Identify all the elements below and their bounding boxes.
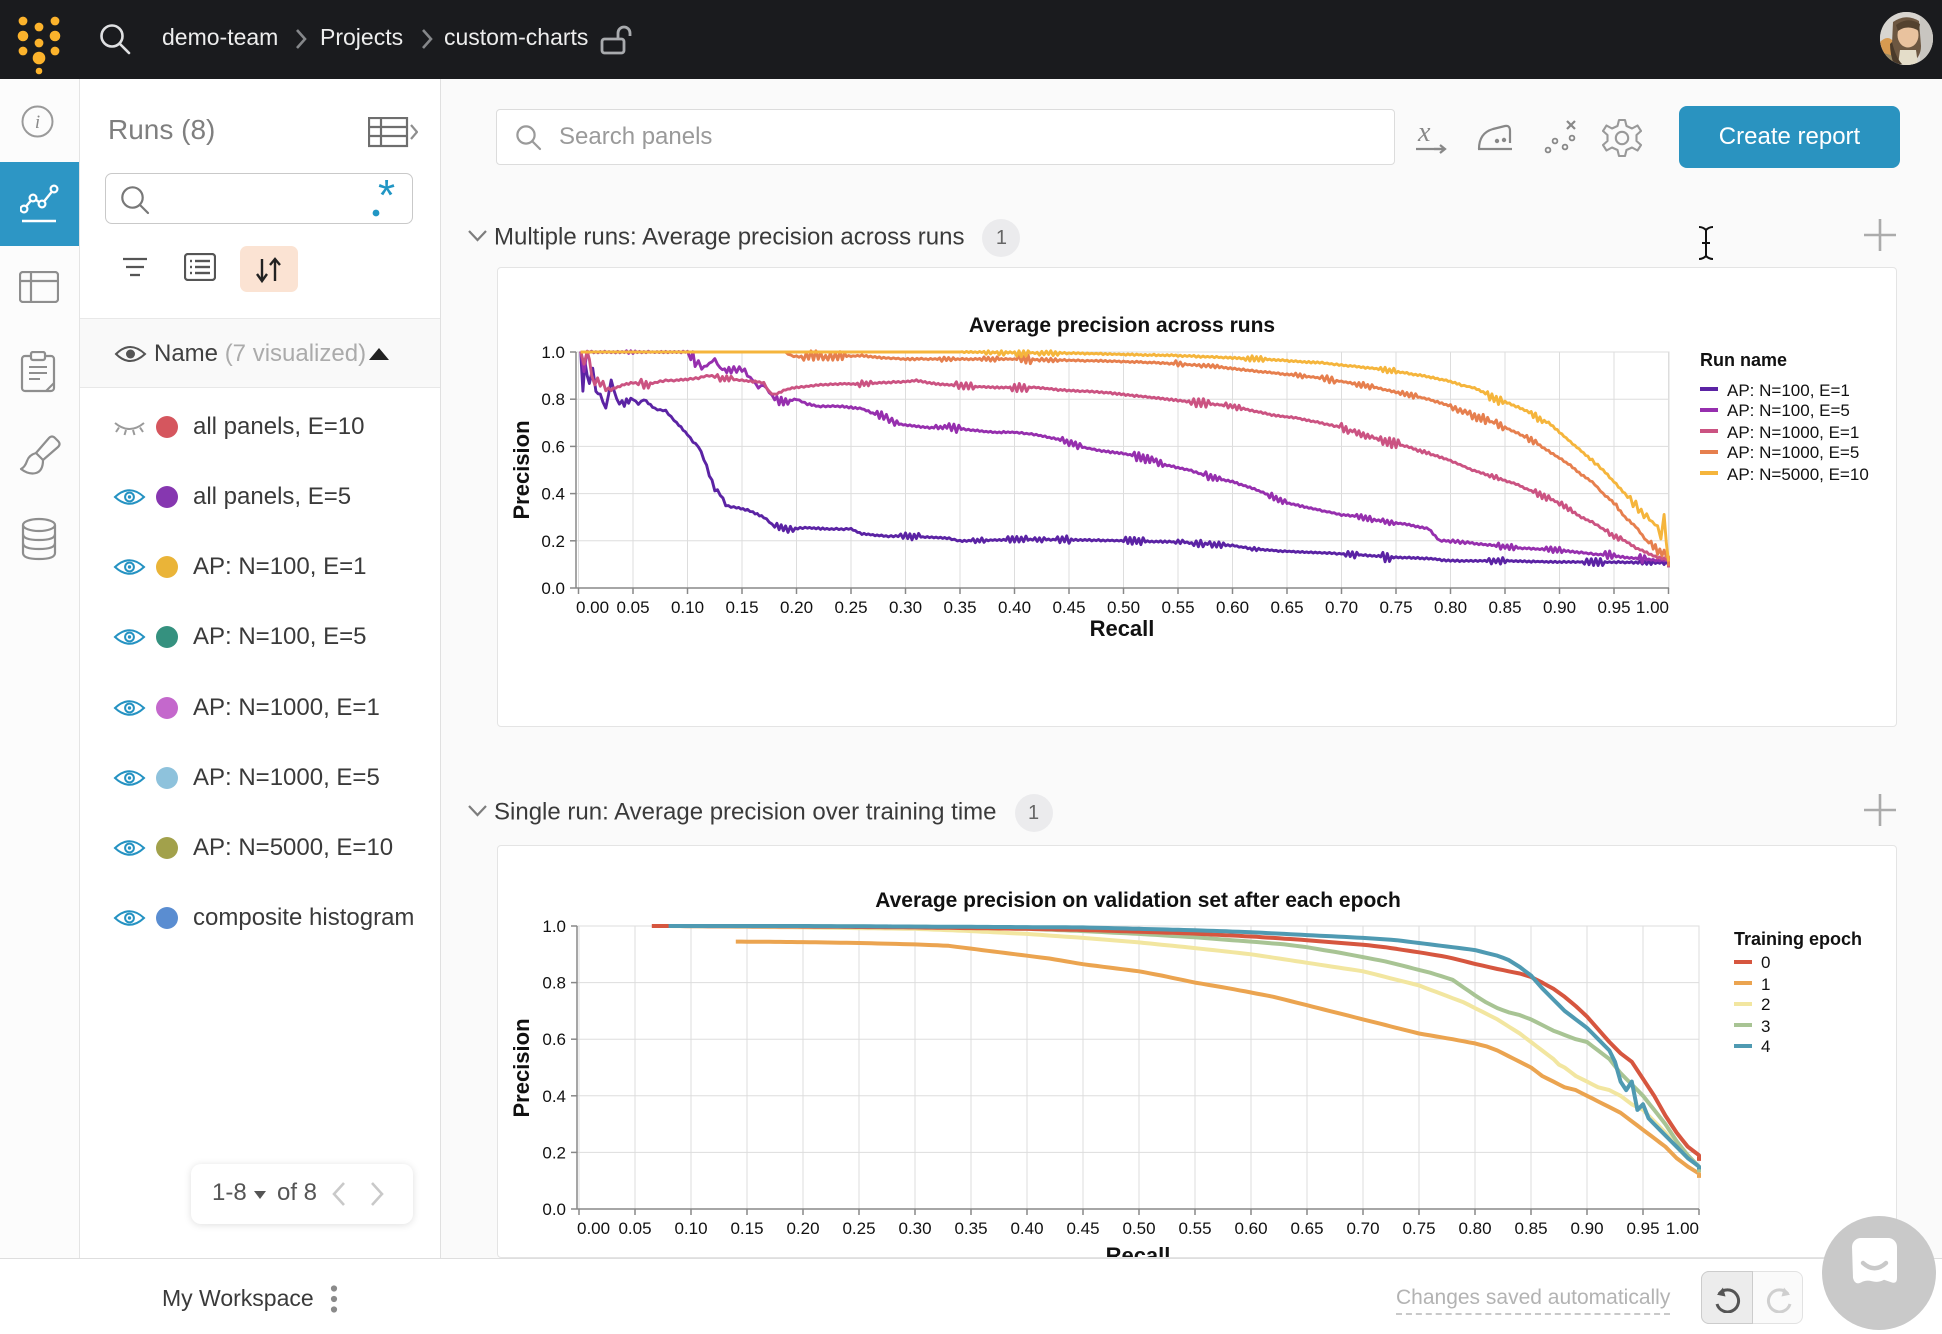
svg-text:Precision: Precision: [509, 1018, 534, 1117]
svg-text:AP: N=1000, E=5: AP: N=1000, E=5: [1727, 443, 1859, 462]
svg-text:0.50: 0.50: [1107, 598, 1140, 617]
svg-text:0.95: 0.95: [1626, 1219, 1659, 1238]
svg-text:0.10: 0.10: [674, 1219, 707, 1238]
svg-text:0.70: 0.70: [1346, 1219, 1379, 1238]
svg-text:0.80: 0.80: [1434, 598, 1467, 617]
svg-text:0.50: 0.50: [1122, 1219, 1155, 1238]
svg-text:0.90: 0.90: [1543, 598, 1576, 617]
svg-text:0.85: 0.85: [1488, 598, 1521, 617]
svg-text:Training epoch: Training epoch: [1734, 929, 1862, 949]
svg-text:0.20: 0.20: [780, 598, 813, 617]
svg-text:Recall: Recall: [1106, 1243, 1171, 1258]
svg-text:0.95: 0.95: [1597, 598, 1630, 617]
svg-text:Average precision on validatio: Average precision on validation set afte…: [875, 889, 1401, 912]
svg-text:0.8: 0.8: [542, 974, 566, 993]
svg-text:0.0: 0.0: [541, 579, 565, 598]
svg-text:0.55: 0.55: [1178, 1219, 1211, 1238]
svg-text:0.2: 0.2: [541, 532, 565, 551]
svg-text:1.00: 1.00: [1636, 598, 1669, 617]
svg-text:0.4: 0.4: [542, 1087, 566, 1106]
svg-text:0.75: 0.75: [1402, 1219, 1435, 1238]
svg-text:AP: N=100, E=5: AP: N=100, E=5: [1727, 401, 1850, 420]
svg-text:1.0: 1.0: [541, 343, 565, 362]
svg-text:0.30: 0.30: [889, 598, 922, 617]
svg-text:0.25: 0.25: [834, 598, 867, 617]
svg-text:0.6: 0.6: [542, 1030, 566, 1049]
svg-text:0.90: 0.90: [1570, 1219, 1603, 1238]
svg-text:0.40: 0.40: [998, 598, 1031, 617]
svg-text:0.60: 0.60: [1234, 1219, 1267, 1238]
svg-text:0.05: 0.05: [618, 1219, 651, 1238]
svg-text:Run name: Run name: [1700, 350, 1787, 370]
svg-text:AP: N=100, E=1: AP: N=100, E=1: [1727, 381, 1850, 400]
svg-text:0.45: 0.45: [1052, 598, 1085, 617]
svg-text:0.6: 0.6: [541, 437, 565, 456]
svg-text:0.4: 0.4: [541, 485, 565, 504]
svg-text:0.8: 0.8: [541, 390, 565, 409]
svg-text:0.55: 0.55: [1161, 598, 1194, 617]
svg-text:0.75: 0.75: [1379, 598, 1412, 617]
svg-text:3: 3: [1761, 1017, 1770, 1036]
svg-text:0.40: 0.40: [1010, 1219, 1043, 1238]
svg-text:Precision: Precision: [509, 420, 534, 519]
svg-text:AP: N=1000, E=1: AP: N=1000, E=1: [1727, 423, 1859, 442]
svg-text:0.05: 0.05: [616, 598, 649, 617]
svg-text:Recall: Recall: [1090, 616, 1155, 641]
svg-text:0.45: 0.45: [1066, 1219, 1099, 1238]
svg-text:0.35: 0.35: [943, 598, 976, 617]
svg-text:0.25: 0.25: [842, 1219, 875, 1238]
svg-text:0.15: 0.15: [730, 1219, 763, 1238]
svg-text:x: x: [1417, 119, 1431, 148]
svg-text:1.00: 1.00: [1666, 1219, 1699, 1238]
svg-text:0.2: 0.2: [542, 1143, 566, 1162]
svg-text:0.0: 0.0: [542, 1200, 566, 1219]
svg-text:0.70: 0.70: [1325, 598, 1358, 617]
svg-text:0.00: 0.00: [577, 1219, 610, 1238]
svg-text:0.20: 0.20: [786, 1219, 819, 1238]
svg-text:0: 0: [1761, 953, 1770, 972]
svg-text:0.65: 0.65: [1290, 1219, 1323, 1238]
svg-text:0.80: 0.80: [1458, 1219, 1491, 1238]
svg-text:AP: N=5000, E=10: AP: N=5000, E=10: [1727, 465, 1869, 484]
svg-text:0.10: 0.10: [671, 598, 704, 617]
svg-text:Average precision across runs: Average precision across runs: [969, 314, 1275, 337]
svg-text:2: 2: [1761, 995, 1770, 1014]
svg-text:1: 1: [1761, 975, 1770, 994]
svg-text:0.60: 0.60: [1216, 598, 1249, 617]
svg-text:*: *: [378, 180, 395, 220]
svg-text:0.00: 0.00: [576, 598, 609, 617]
svg-text:1.0: 1.0: [542, 917, 566, 936]
svg-text:0.65: 0.65: [1270, 598, 1303, 617]
svg-text:4: 4: [1761, 1037, 1770, 1056]
svg-text:0.15: 0.15: [725, 598, 758, 617]
svg-text:0.35: 0.35: [954, 1219, 987, 1238]
svg-text:i: i: [35, 112, 40, 133]
svg-text:0.85: 0.85: [1514, 1219, 1547, 1238]
svg-text:0.30: 0.30: [898, 1219, 931, 1238]
